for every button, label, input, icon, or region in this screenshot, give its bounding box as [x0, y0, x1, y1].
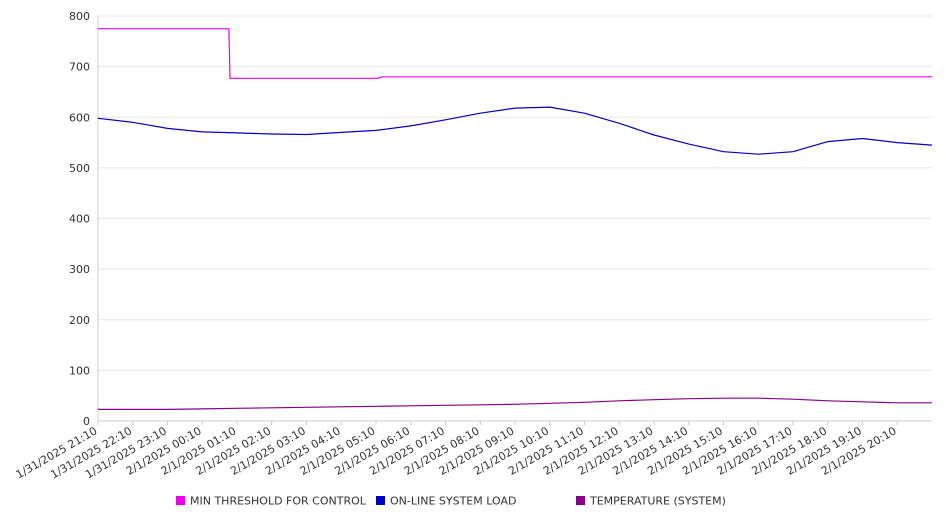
legend-swatch — [376, 496, 385, 505]
legend-label: ON-LINE SYSTEM LOAD — [390, 495, 516, 508]
series-line-2 — [98, 397, 932, 410]
y-tick-label: 800 — [69, 10, 90, 23]
y-tick-label: 700 — [69, 61, 90, 74]
y-tick-label: 200 — [69, 314, 90, 327]
y-tick-label: 300 — [69, 263, 90, 276]
series-line-0 — [98, 28, 932, 79]
series-line-1 — [97, 106, 933, 155]
y-tick-label: 400 — [69, 213, 90, 226]
y-tick-label: 500 — [69, 162, 90, 175]
legend-label: MIN THRESHOLD FOR CONTROL — [190, 495, 367, 508]
y-tick-label: 600 — [69, 111, 90, 124]
legend-swatch — [576, 496, 585, 505]
legend-swatch — [176, 496, 185, 505]
y-tick-label: 100 — [69, 364, 90, 377]
y-tick-label: 0 — [83, 415, 90, 428]
legend-label: TEMPERATURE (SYSTEM) — [589, 495, 726, 508]
